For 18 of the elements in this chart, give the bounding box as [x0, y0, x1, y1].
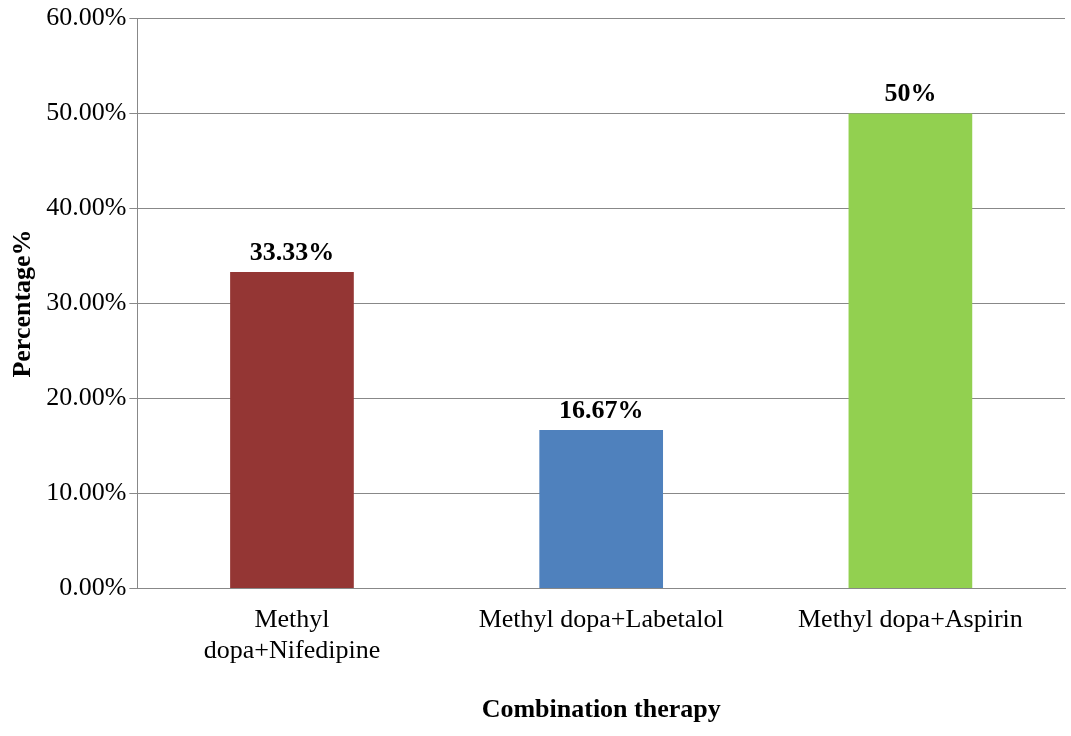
- bar: [230, 271, 354, 588]
- y-tick-label: 20.00%: [46, 382, 127, 412]
- data-label: 50%: [884, 78, 937, 108]
- y-axis-title: Percentage%: [7, 229, 37, 378]
- data-label: 33.33%: [249, 236, 335, 266]
- bar: [539, 430, 664, 588]
- x-axis-title: Combination therapy: [481, 694, 721, 724]
- x-tick-label: Methyl dopa+Labetalol: [478, 603, 724, 633]
- y-tick-label: 50.00%: [46, 97, 127, 127]
- y-tick-label: 60.00%: [46, 2, 127, 32]
- y-tick-label: 0.00%: [59, 572, 127, 602]
- y-tick-label: 40.00%: [46, 192, 127, 222]
- y-tick-label: 10.00%: [46, 477, 127, 507]
- x-tick-label: Methyl dopa+Nifedipine: [203, 603, 381, 665]
- data-label: 16.67%: [558, 394, 644, 424]
- bar: [848, 113, 973, 588]
- x-tick-label: Methyl dopa+Aspirin: [797, 603, 1023, 633]
- y-tick-label: 30.00%: [46, 287, 127, 317]
